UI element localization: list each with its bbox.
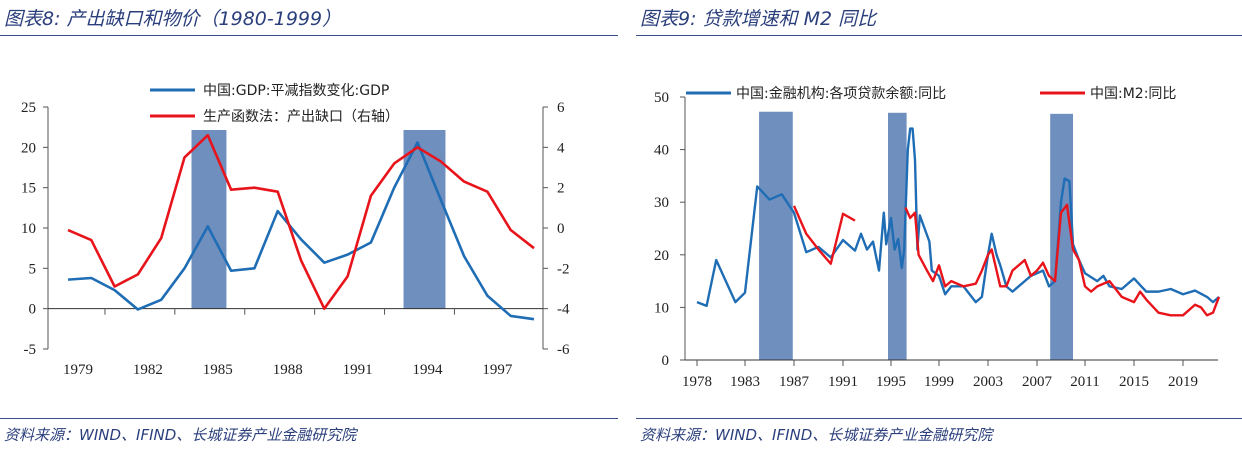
legend-label: 中国:M2:同比 [1090, 86, 1176, 102]
shaded-period [191, 130, 227, 309]
left-title-divider [0, 35, 618, 36]
x-tick-label: 1988 [273, 362, 303, 378]
left-chart: -5 0 5 10 15 20 25 -6 -4 -2 0 2 4 6 1979 1982 1985 1988 19… [21, 83, 570, 378]
x-tick-label: 1994 [413, 362, 444, 378]
legend-label: 生产函数法：产出缺口（右轴） [203, 109, 399, 125]
y2-tick-label: 2 [557, 181, 565, 197]
left-source-divider [0, 418, 618, 419]
x-tick-label: 2007 [1022, 374, 1053, 390]
left-source: 资料来源：WIND、IFIND、长城证券产业金融研究院 [4, 426, 357, 444]
x-tick-label: 1997 [482, 362, 513, 378]
series-line-1 [904, 203, 1221, 317]
y2-tick-label: 6 [557, 100, 565, 116]
series-line-1 [792, 205, 856, 265]
x-tick-label: 1987 [779, 374, 810, 390]
x-tick-label: 2019 [1168, 374, 1198, 390]
y-tick-label: 5 [29, 261, 37, 277]
right-source: 资料来源：WIND、IFIND、长城证券产业金融研究院 [640, 426, 993, 444]
y-tick-label: 0 [662, 353, 670, 369]
y-tick-label: 15 [21, 181, 36, 197]
x-tick-label: 2015 [1119, 374, 1149, 390]
shaded-period [888, 112, 907, 360]
x-tick-label: 1979 [63, 362, 93, 378]
x-tick-label: 1991 [343, 362, 373, 378]
left-chart-title: 图表8: 产出缺口和物价（1980-1999） [4, 8, 342, 30]
y-tick-label: 30 [654, 195, 669, 211]
x-tick-label: 1983 [730, 374, 760, 390]
y2-tick-label: -4 [557, 302, 570, 318]
y-tick-label: 40 [654, 143, 669, 159]
x-tick-label: 1995 [876, 374, 906, 390]
shaded-period [1050, 113, 1073, 360]
legend-label: 中国:金融机构:各项贷款余额:同比 [736, 85, 946, 102]
x-tick-label: 1978 [682, 374, 712, 390]
series-line-0 [696, 127, 1220, 308]
y2-tick-label: 4 [557, 140, 565, 156]
y-tick-label: 50 [654, 90, 669, 106]
y-tick-label: -5 [24, 342, 37, 358]
shaded-period [759, 111, 793, 360]
y-tick-label: 10 [21, 221, 36, 237]
y2-tick-label: 0 [557, 221, 565, 237]
y-tick-label: 20 [21, 140, 36, 156]
right-chart-title: 图表9: 贷款增速和 M2 同比 [640, 8, 877, 30]
legend-label: 中国:GDP:平减指数变化:GDP [203, 83, 389, 99]
right-chart: 0 10 20 30 40 50 1978 1983 1987 1991 1995 1999 2003 2… [654, 85, 1221, 390]
x-tick-label: 1982 [133, 362, 163, 378]
right-source-divider [636, 418, 1242, 419]
x-tick-label: 2003 [973, 374, 1003, 390]
x-tick-label: 1991 [828, 374, 858, 390]
x-tick-label: 2011 [1070, 374, 1099, 390]
right-title-divider [636, 35, 1242, 36]
y-tick-label: 25 [21, 100, 36, 116]
y2-tick-label: -6 [557, 342, 570, 358]
y-tick-label: 0 [29, 302, 37, 318]
y-tick-label: 20 [654, 248, 669, 264]
x-tick-label: 1999 [924, 374, 954, 390]
y2-tick-label: -2 [557, 261, 570, 277]
y-tick-label: 10 [654, 300, 669, 316]
x-tick-label: 1985 [203, 362, 233, 378]
